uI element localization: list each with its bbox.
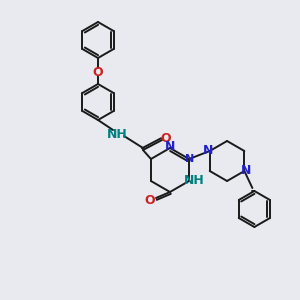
Text: O: O: [93, 65, 103, 79]
Text: N: N: [185, 154, 195, 164]
Text: N: N: [241, 164, 252, 178]
Text: N: N: [165, 140, 175, 154]
Text: O: O: [161, 133, 171, 146]
Text: NH: NH: [106, 128, 128, 140]
Text: O: O: [145, 194, 155, 206]
Text: N: N: [202, 145, 213, 158]
Text: NH: NH: [184, 175, 204, 188]
